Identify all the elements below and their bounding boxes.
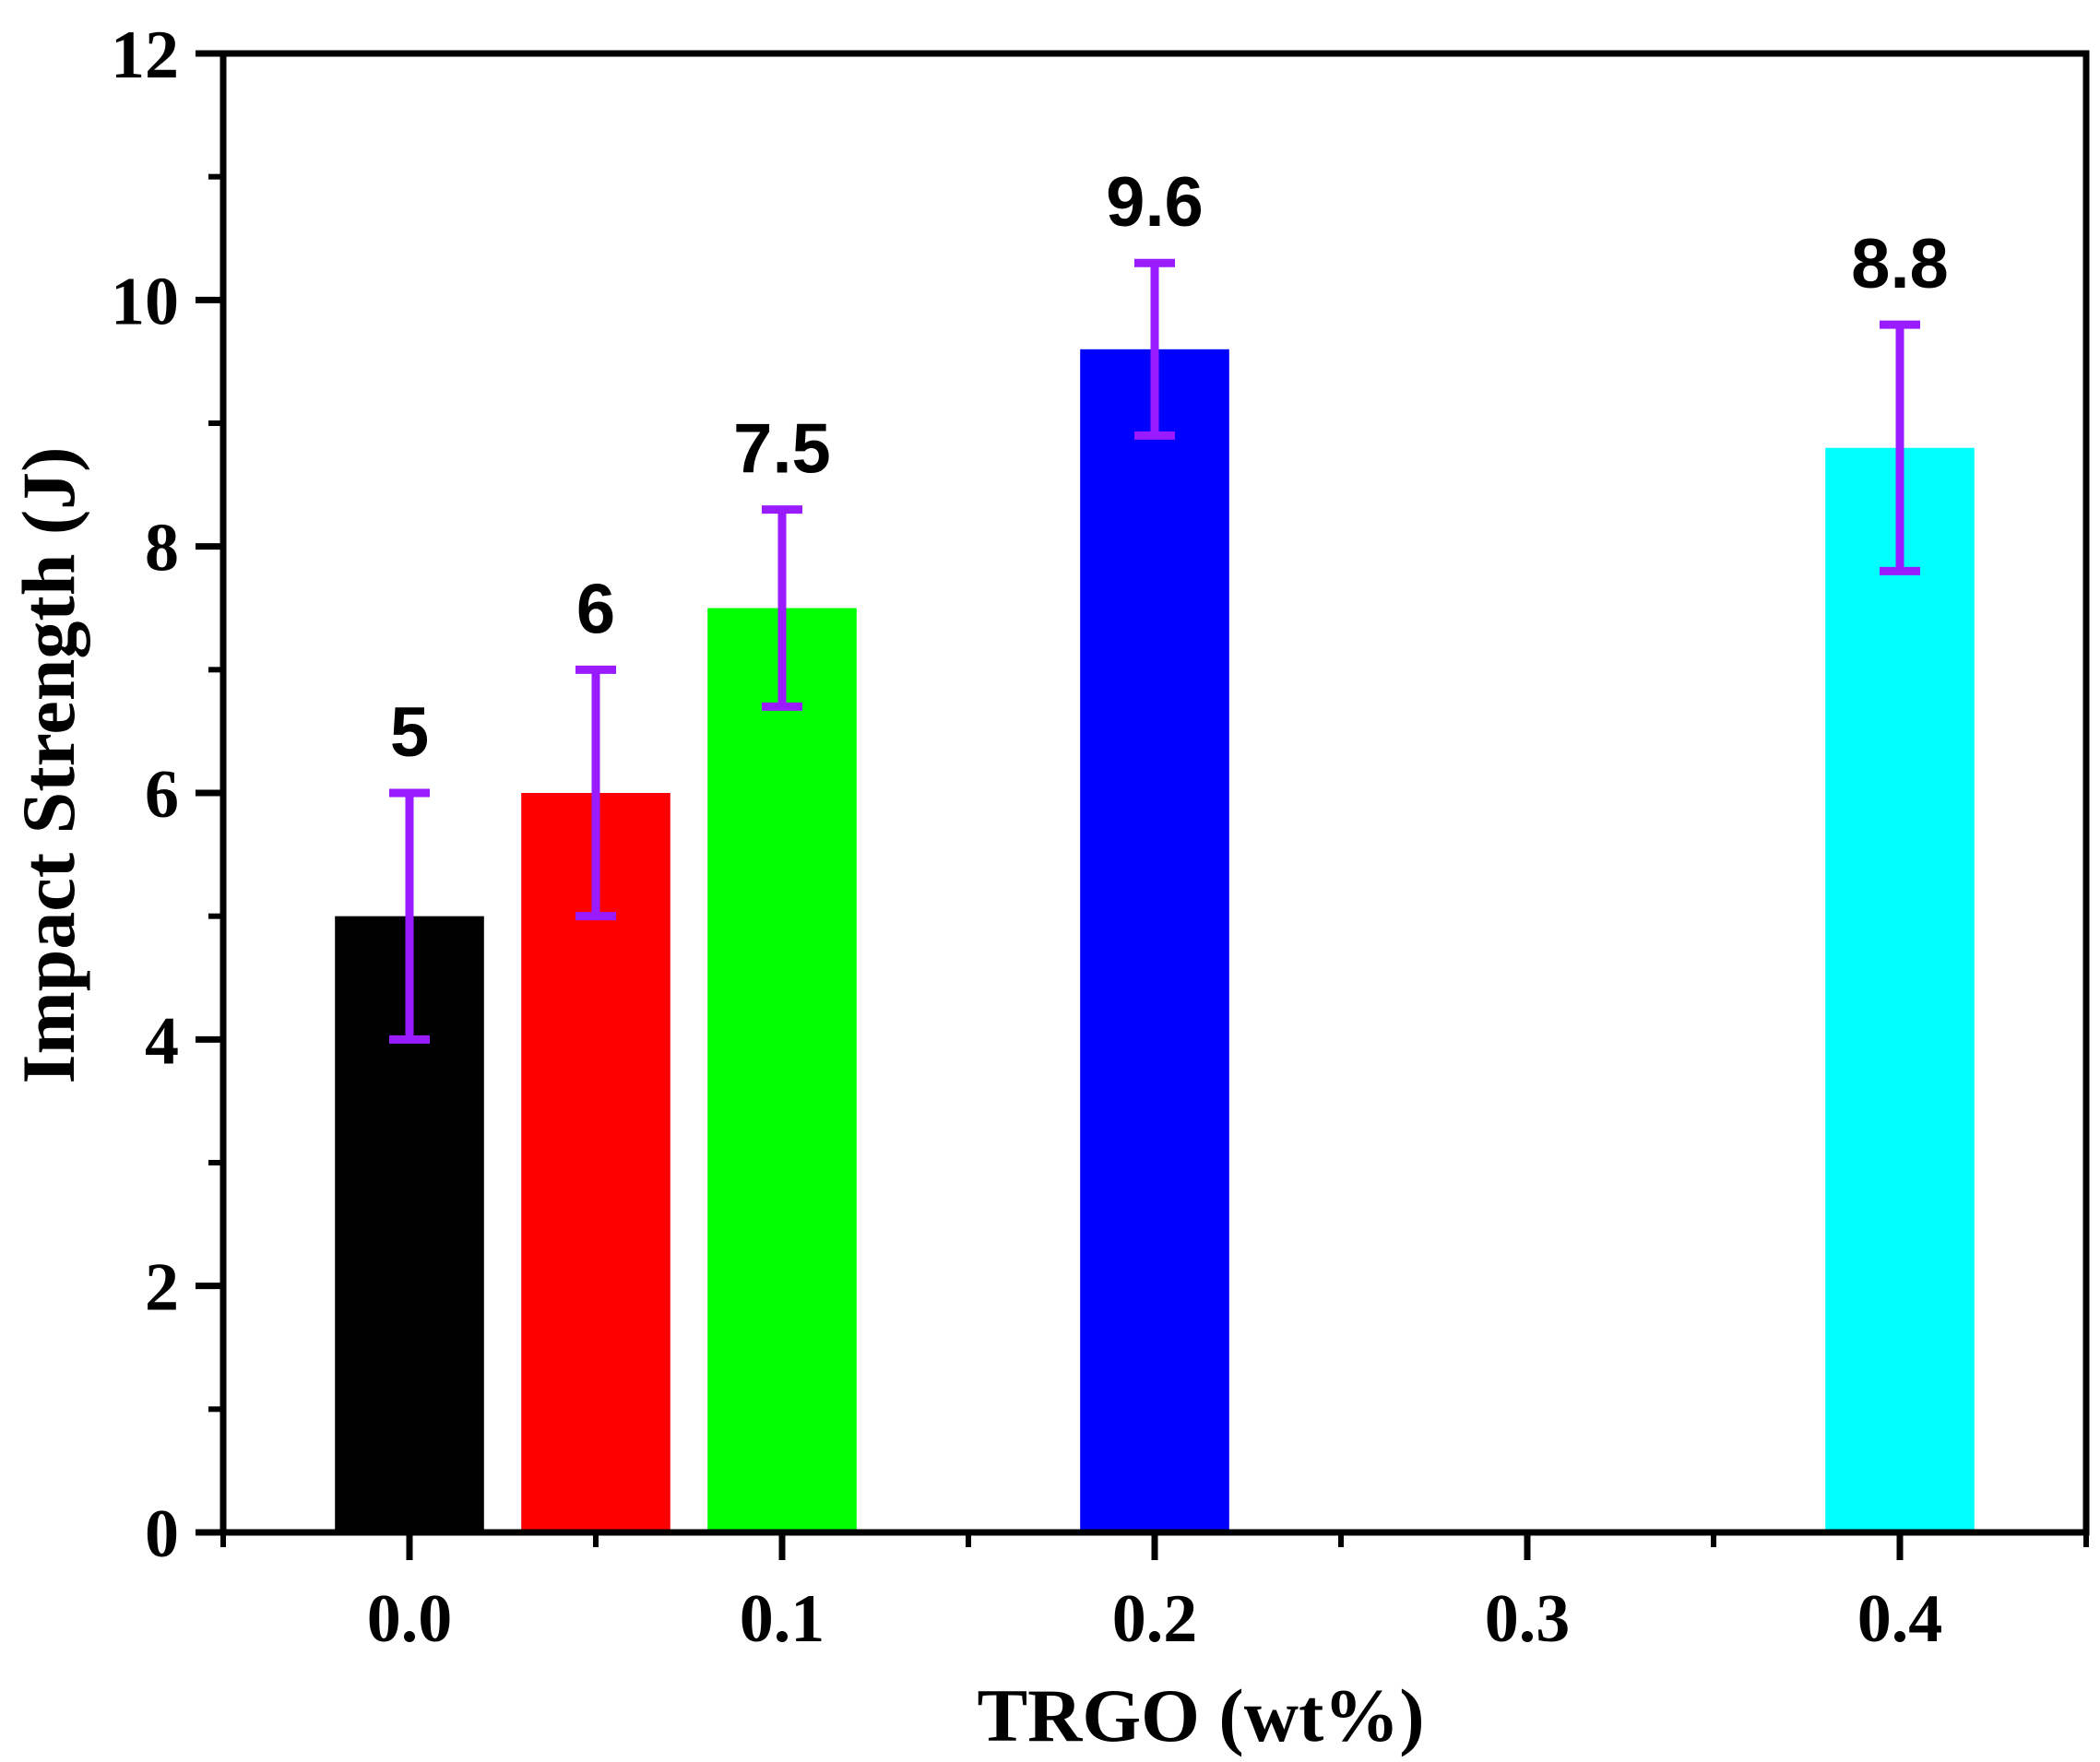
y-tick-label-4: 4 xyxy=(145,1003,179,1079)
y-tick-label-6: 6 xyxy=(145,757,179,833)
data-label-7.5: 7.5 xyxy=(733,410,831,489)
y-tick-label-12: 12 xyxy=(111,18,179,93)
x-tick-label-0.0: 0.0 xyxy=(367,1581,453,1657)
data-label-9.6: 9.6 xyxy=(1106,163,1204,242)
y-tick-label-0: 0 xyxy=(145,1496,179,1572)
x-axis-title: TRGO (wt%) xyxy=(977,1673,1424,1757)
y-tick-label-8: 8 xyxy=(145,511,179,586)
x-tick-label-0.3: 0.3 xyxy=(1485,1581,1571,1657)
data-label-6: 6 xyxy=(576,570,615,648)
y-axis-title: Impact Strength (J) xyxy=(6,447,90,1084)
x-tick-label-0.4: 0.4 xyxy=(1857,1581,1943,1657)
y-tick-label-10: 10 xyxy=(111,264,179,339)
x-tick-label-0.1: 0.1 xyxy=(740,1581,825,1657)
bars-layer xyxy=(335,349,1975,1532)
bar-7.5 xyxy=(707,609,857,1533)
bar-8.8 xyxy=(1825,448,1975,1532)
data-label-5: 5 xyxy=(390,693,429,772)
y-tick-label-2: 2 xyxy=(145,1250,179,1326)
bar-9.6 xyxy=(1080,349,1229,1532)
impact-strength-chart: 5 6 7.5 9.6 8.8 0 2 4 6 8 10 12 0.0 0.1 0.2 0.3 0.4 TRG… xyxy=(0,0,2100,1762)
data-label-8.8: 8.8 xyxy=(1851,225,1949,303)
x-tick-label-0.2: 0.2 xyxy=(1112,1581,1198,1657)
